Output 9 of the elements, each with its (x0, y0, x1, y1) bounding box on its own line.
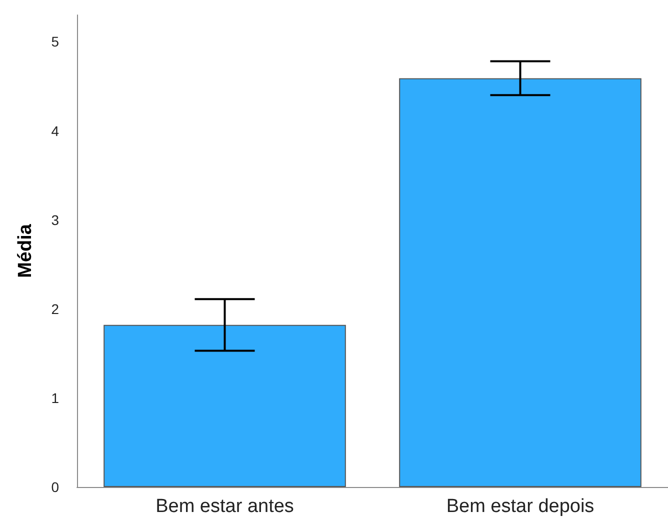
y-axis-title: Média (15, 224, 36, 278)
y-tick-label: 3 (51, 212, 60, 228)
y-tick-label: 4 (51, 122, 60, 139)
y-tick-label: 0 (51, 479, 60, 495)
y-tick-label: 1 (51, 390, 60, 406)
y-tick-label: 5 (51, 34, 60, 50)
y-tick-label: 2 (51, 300, 60, 317)
x-tick-label: Bem estar antes (156, 496, 294, 517)
x-tick-label: Bem estar depois (446, 496, 594, 517)
